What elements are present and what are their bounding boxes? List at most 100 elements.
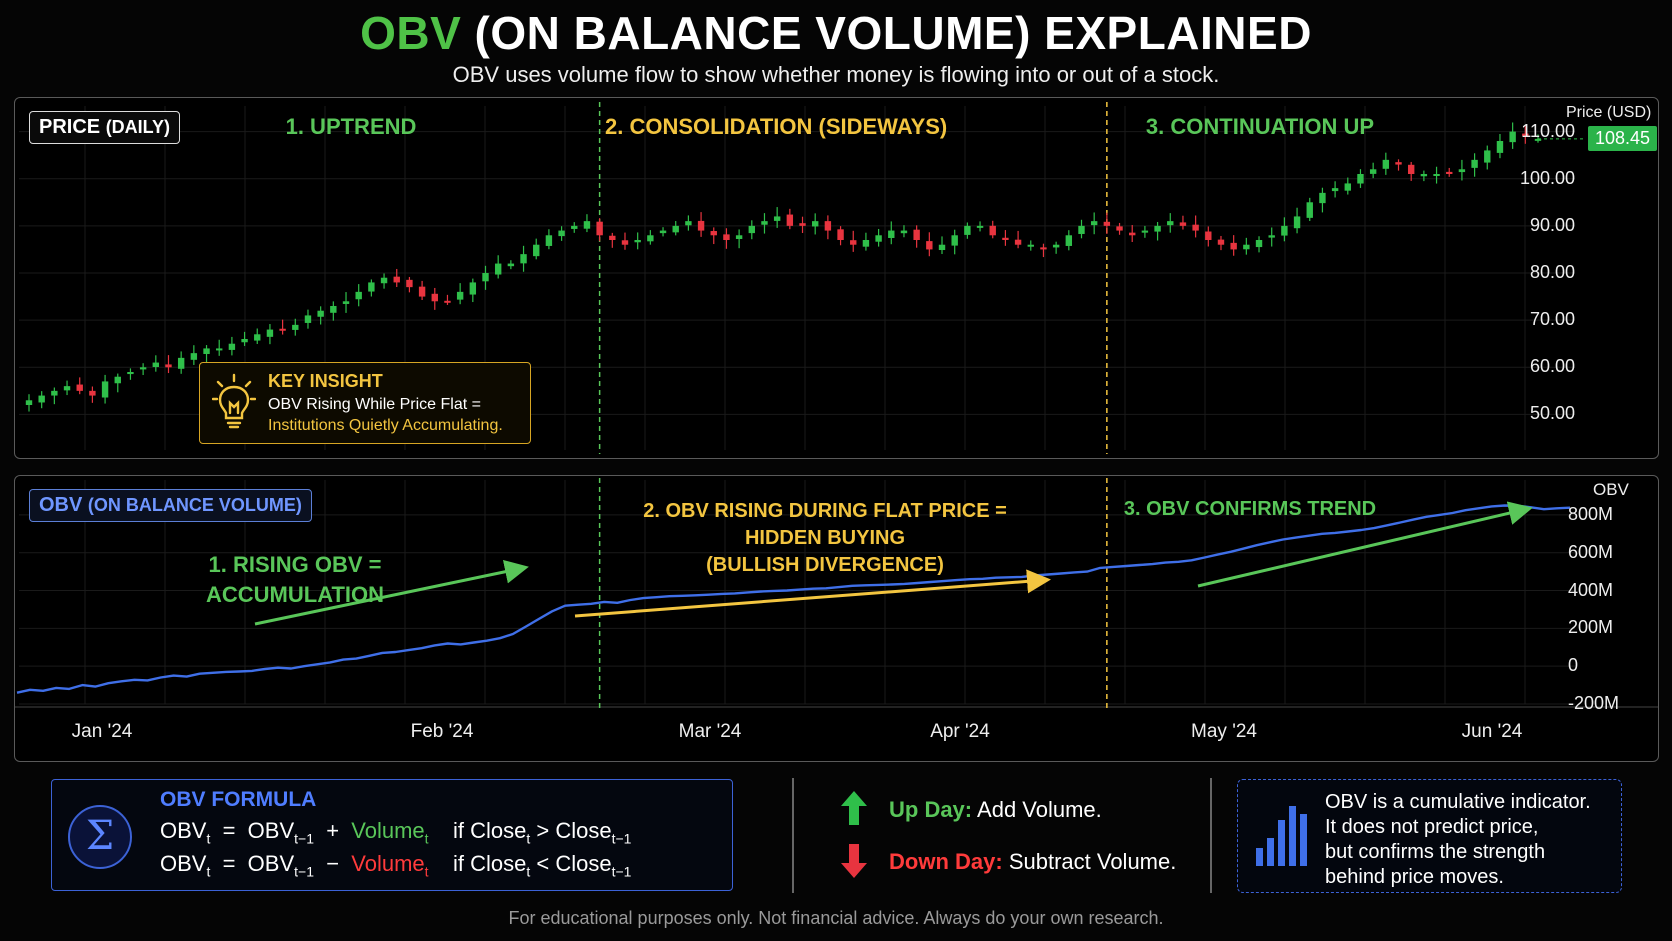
candle-body [1141,230,1149,233]
obv-tick-label: 200M [1568,617,1614,638]
candle-body [1458,169,1466,173]
candle-body [1369,169,1377,174]
phase-consolidation-label: 2. CONSOLIDATION (SIDEWAYS) [605,114,948,139]
obv-tick-label: 800M [1568,503,1614,524]
candle-body [824,221,832,231]
candle-body [1255,240,1263,248]
candle-body [1319,192,1326,204]
disclaimer: For educational purposes only. Not finan… [508,908,1164,928]
candle-body [1116,226,1123,231]
price-panel-tag: PRICE (DAILY) [29,111,181,144]
candle-body [203,348,210,354]
candle-body [1344,183,1351,191]
candle-body [710,231,717,236]
candle-body [1395,162,1402,165]
candle-body [507,263,515,267]
note-line-3: but confirms the strength [1325,841,1546,863]
candle-body [165,364,172,368]
candle-body [1407,164,1415,174]
candle-body [1446,171,1453,174]
candle-body [976,225,984,228]
confirms-trend-arrow [1197,501,1533,588]
candle-body [875,235,882,242]
candle-body [773,216,781,221]
candle-body [1052,244,1060,248]
candle-body [723,234,730,240]
candle-body [685,221,692,226]
candle-body [431,293,438,302]
obv-tag-main: OBV [39,494,83,516]
last-price-badge: 108.45 [1588,125,1658,151]
candle-body [1382,159,1390,169]
candle-body [862,240,870,247]
candle-body [1293,216,1301,229]
candle-body [634,240,641,243]
up-day-legend: Up Day: Add Volume. [889,797,1102,823]
candle-body [25,400,33,405]
candle-body [837,229,844,240]
formula-up-row: OBVt = OBVt−1 + Volumet if Closet > Clos… [160,818,632,847]
candle-body [1306,202,1313,218]
insight-title: KEY INSIGHT [268,371,383,391]
price-chart [19,102,1585,454]
candle-body [697,220,705,231]
x-tick-label: Feb '24 [410,721,474,742]
candle-body [482,273,489,282]
down-day-legend: Down Day: Subtract Volume. [889,849,1176,875]
candle-body [1484,150,1491,163]
cumulative-note-text: OBV is a cumulative indicator. It does n… [1325,790,1591,890]
candle-body [101,381,109,398]
candle-body [190,353,198,360]
candle-body [1509,131,1516,143]
candle-body [748,225,755,234]
obv-tick-label: 400M [1568,579,1614,600]
price-tick-label: 90.00 [1529,214,1575,235]
candle-body [139,367,147,370]
obv-chart [15,478,1658,708]
obv-note1-line2: ACCUMULATION [205,582,384,607]
price-tick-label: 50.00 [1529,403,1575,424]
note-line-4: behind price moves. [1325,866,1504,888]
candle-body [127,372,134,375]
key-insight-box: KEY INSIGHT OBV Rising While Price Flat … [199,362,531,444]
candle-body [533,244,540,257]
up-arrow-icon [841,791,867,825]
obv-tick-label: -200M [1568,693,1620,713]
x-tick-label: May '24 [1191,721,1257,742]
candle-body [1534,138,1542,141]
candle-body [1243,244,1250,250]
x-tick-label: Jan '24 [71,721,133,742]
candle-body [152,362,160,368]
candle-body [279,328,286,331]
candle-body [964,225,971,235]
candle-body [596,221,603,236]
candle-body [1205,231,1212,240]
price-tick-label: 100.00 [1519,167,1575,188]
candle-body [812,221,819,227]
page-subtitle: OBV uses volume flow to show whether mon… [452,62,1220,87]
candle-body [1471,159,1478,168]
candle-body [469,282,477,295]
candle-body [228,343,236,350]
candle-body [368,282,375,292]
candle-body [330,306,337,313]
candle-body [1281,225,1288,236]
candle-body [317,310,324,317]
candle-body [241,339,248,343]
candle-body [1090,221,1098,226]
candle-body [735,235,743,239]
price-tick-label: 70.00 [1529,309,1575,330]
obv-note-hidden-buying: 2. OBV RISING DURING FLAT PRICE = HIDDEN… [605,498,1045,579]
candle-body [1154,225,1161,232]
obv-note2-line2: HIDDEN BUYING [744,527,905,549]
price-tick-label: 60.00 [1529,356,1575,377]
candle-body [989,225,996,236]
candle-body [621,240,629,245]
candle-body [1230,242,1237,250]
formula-down-row: OBVt = OBVt−1 − Volumet if Closet < Clos… [160,851,632,880]
candle-body [177,357,185,369]
candle-body [558,230,565,237]
candle-body [1167,221,1174,226]
obv-note-accumulation: 1. RISING OBV = ACCUMULATION [165,550,425,610]
